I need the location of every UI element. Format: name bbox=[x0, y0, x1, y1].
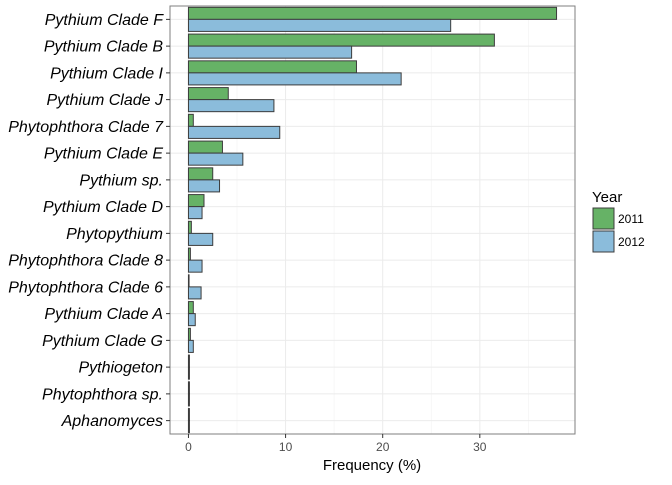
bar-2012 bbox=[187, 286, 202, 300]
bar-2012 bbox=[187, 45, 353, 59]
bar-2011 bbox=[187, 33, 495, 47]
category-label: Pythium Clade G bbox=[42, 333, 163, 350]
bars bbox=[187, 6, 558, 434]
legend: Year 2011 2012 bbox=[592, 189, 645, 253]
legend-items: 2011 2012 bbox=[592, 207, 645, 253]
category-label: Pythium Clade B bbox=[44, 39, 163, 56]
bar-2011 bbox=[187, 354, 190, 368]
category-label: Phytophthora sp. bbox=[42, 386, 163, 403]
bar-2011 bbox=[187, 301, 194, 315]
bar-2012 bbox=[187, 206, 203, 220]
bar-2012 bbox=[187, 18, 452, 32]
x-tick-label: 20 bbox=[376, 440, 390, 454]
bar-2011 bbox=[187, 247, 191, 261]
x-tick-label: 10 bbox=[279, 440, 293, 454]
bar-2012 bbox=[187, 366, 190, 380]
category-label: Phytophthora Clade 8 bbox=[8, 253, 163, 270]
legend-label-2012: 2012 bbox=[618, 235, 645, 249]
bar-2012 bbox=[187, 72, 402, 86]
bar-2011 bbox=[187, 274, 190, 288]
bar-2011 bbox=[187, 167, 214, 181]
bar-2011 bbox=[187, 140, 223, 154]
category-label: Pythium Clade D bbox=[43, 199, 163, 216]
category-label: Pythiogeton bbox=[78, 360, 163, 377]
category-label: Pythium Clade J bbox=[47, 92, 164, 109]
bar-2012 bbox=[187, 259, 203, 273]
bar-2011 bbox=[187, 113, 194, 127]
bar-2012 bbox=[187, 420, 190, 434]
bar-2011 bbox=[187, 327, 191, 341]
bar-2011 bbox=[187, 87, 229, 101]
bar-2011 bbox=[187, 60, 357, 74]
bar-2011 bbox=[187, 408, 190, 422]
bar-2011 bbox=[187, 6, 558, 20]
legend-swatch-2012 bbox=[592, 230, 615, 253]
bar-2012 bbox=[187, 393, 190, 407]
x-axis: 0 10 20 30 bbox=[185, 434, 487, 454]
bar-2011 bbox=[187, 194, 205, 208]
bar-2011 bbox=[187, 381, 190, 395]
category-label: Phytophthora Clade 7 bbox=[8, 119, 164, 136]
category-label: Aphanomyces bbox=[61, 413, 163, 430]
category-label: Phytopythium bbox=[66, 226, 163, 243]
category-label: Pythium sp. bbox=[79, 172, 163, 189]
bar-2012 bbox=[187, 99, 275, 113]
x-axis-title: Frequency (%) bbox=[323, 457, 421, 474]
category-axis: Pythium Clade F Pythium Clade B Pythium Cl… bbox=[8, 12, 170, 430]
bar-2012 bbox=[187, 179, 221, 193]
bar-2012 bbox=[187, 125, 281, 139]
bar-2012 bbox=[187, 313, 196, 327]
bar-2012 bbox=[187, 232, 214, 246]
legend-label-2011: 2011 bbox=[618, 212, 644, 226]
legend-swatch-2011 bbox=[592, 207, 615, 230]
x-tick-label: 30 bbox=[473, 440, 487, 454]
bar-2012 bbox=[187, 152, 244, 166]
bar-2011 bbox=[187, 220, 192, 234]
legend-title: Year bbox=[592, 189, 622, 206]
category-label: Pythium Clade I bbox=[50, 65, 163, 82]
category-label: Pythium Clade A bbox=[44, 306, 163, 323]
category-label: Pythium Clade F bbox=[45, 12, 164, 29]
category-label: Pythium Clade E bbox=[44, 146, 163, 163]
category-label: Phytophthora Clade 6 bbox=[8, 279, 163, 296]
plot-panel-border bbox=[169, 5, 576, 435]
bar-2012 bbox=[187, 339, 194, 353]
x-tick-label: 0 bbox=[185, 440, 192, 454]
